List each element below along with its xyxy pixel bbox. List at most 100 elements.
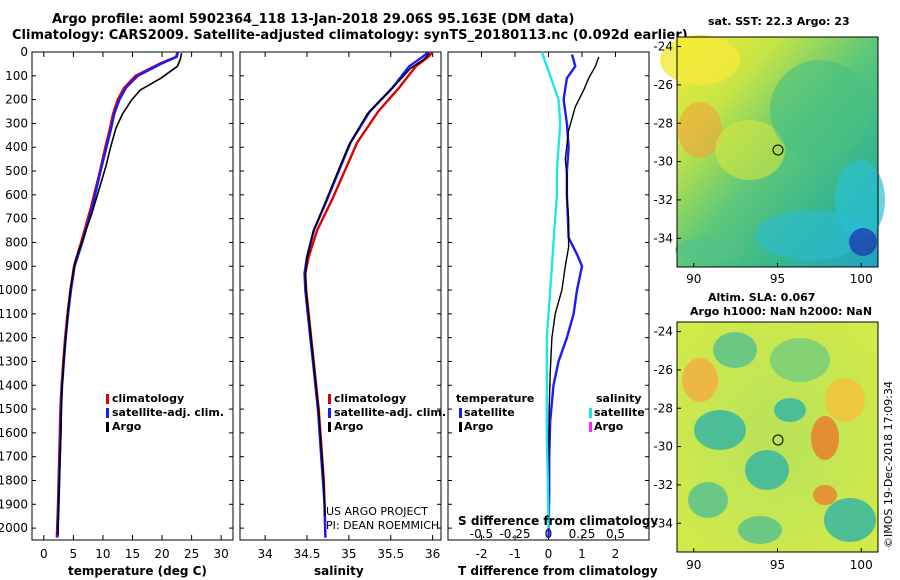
temp-legend-argo: Argo [112, 420, 142, 433]
depth-tick-1800: 1800 [0, 473, 28, 487]
temp-xtick-label-15: 15 [125, 547, 140, 561]
sla-argo-marker [772, 434, 784, 446]
depth-tick-1300: 1300 [0, 354, 28, 368]
map3-ytick-label--26: -26 [653, 78, 673, 92]
diff-legend-t-argo: Argo [464, 420, 494, 433]
salinity-xlabel: salinity [314, 564, 364, 578]
diff-legend-t-satellite: satellite [464, 406, 515, 419]
pi-credit: PI: DEAN ROEMMICH [326, 519, 440, 532]
temp-legend-swatch-sat [106, 408, 109, 418]
sdiff-xtick-label-0.25: 0.25 [569, 527, 596, 541]
s-difference-xlabel: S difference from climatology [458, 514, 659, 528]
depth-tick-500: 500 [5, 164, 28, 178]
tdiff-xtick-label--1: -1 [509, 547, 521, 561]
sdiff-xtick-label--0.5: -0.5 [470, 527, 493, 541]
depth-tick-400: 400 [5, 140, 28, 154]
project-credit: US ARGO PROJECT [326, 505, 428, 518]
temp-xtick-label-5: 5 [70, 547, 78, 561]
sal-legend-climatology: climatology [334, 392, 407, 405]
series-p1-argo [304, 52, 430, 517]
depth-tick-200: 200 [5, 93, 28, 107]
depth-tick-600: 600 [5, 188, 28, 202]
map3-xtick-label-95: 95 [770, 272, 785, 286]
map3-ytick-label--24: -24 [653, 40, 673, 54]
depth-tick-1500: 1500 [0, 402, 28, 416]
sal-xtick-label-34: 34 [257, 547, 272, 561]
diff-legend-salinity-title: salinity [596, 392, 642, 405]
map4-ytick-label--34: -34 [653, 516, 673, 530]
map3-ytick-label--34: -34 [653, 231, 673, 245]
temperature-xlabel: temperature (deg C) [68, 564, 207, 578]
temp-xtick-label-30: 30 [214, 547, 229, 561]
diff-legend-swatch-s-argo [589, 422, 592, 432]
sal-xtick-label-35.5: 35.5 [377, 547, 404, 561]
depth-tick-1900: 1900 [0, 497, 28, 511]
tdiff-xtick-label-2: 2 [612, 547, 620, 561]
depth-tick-900: 900 [5, 259, 28, 273]
depth-tick-100: 100 [5, 69, 28, 83]
map4-xtick-label-95: 95 [770, 558, 785, 572]
sal-xtick-label-35: 35 [341, 547, 356, 561]
sla-map-image [677, 322, 878, 552]
diff-legend-swatch-t-argo [459, 422, 462, 432]
series-p1-climatology [304, 51, 434, 538]
map3-xtick-label-100: 100 [850, 272, 873, 286]
sla-map-title: Altim. SLA: 0.067 [708, 291, 816, 304]
depth-tick-700: 700 [5, 212, 28, 226]
map4-ytick-label--28: -28 [653, 401, 673, 415]
depth-tick-1600: 1600 [0, 426, 28, 440]
map3-ytick-label--32: -32 [653, 193, 673, 207]
sst-argo-marker [772, 144, 784, 156]
diff-legend-swatch-s-sat [589, 408, 592, 418]
diff-legend-temperature-title: temperature [456, 392, 535, 405]
series-p2-t-argo [547, 56, 600, 505]
depth-tick-1400: 1400 [0, 378, 28, 392]
depth-tick-1200: 1200 [0, 331, 28, 345]
map3-xtick-label-90: 90 [686, 272, 701, 286]
temp-xtick-label-25: 25 [184, 547, 199, 561]
salinity-axes-frame [239, 51, 442, 541]
depth-tick-800: 800 [5, 235, 28, 249]
map3-ytick-label--30: -30 [653, 155, 673, 169]
map4-ytick-label--30: -30 [653, 440, 673, 454]
depth-tick-300: 300 [5, 116, 28, 130]
sdiff-xtick-label--0.25: -0.25 [499, 527, 530, 541]
tdiff-xtick-label-1: 1 [578, 547, 586, 561]
diff-legend-s-satellite: satellite [594, 406, 645, 419]
map4-ytick-label--26: -26 [653, 363, 673, 377]
temp-legend-climatology: climatology [112, 392, 185, 405]
map4-ytick-label--32: -32 [653, 478, 673, 492]
sal-legend-swatch-argo [328, 422, 331, 432]
sst-map-title: sat. SST: 22.3 Argo: 23 [708, 15, 850, 28]
map4-ytick-label--24: -24 [653, 325, 673, 339]
sal-legend-satellite: satellite-adj. clim. [334, 406, 447, 419]
sal-legend-argo: Argo [334, 420, 364, 433]
map4-xtick-label-100: 100 [850, 558, 873, 572]
series-p2-t-satellite [547, 54, 584, 538]
map4-xtick-label-90: 90 [686, 558, 701, 572]
sla-map-subtitle: Argo h1000: NaN h2000: NaN [690, 305, 873, 318]
title-line-1: Argo profile: aoml 5902364_118 13-Jan-20… [52, 12, 575, 27]
temperature-axes-frame [31, 51, 234, 541]
tdiff-xtick-label--2: -2 [476, 547, 488, 561]
temp-xtick-label-20: 20 [154, 547, 169, 561]
diff-legend-s-argo: Argo [594, 420, 624, 433]
temp-legend-swatch-argo [106, 422, 109, 432]
map3-ytick-label--28: -28 [653, 116, 673, 130]
depth-tick-1000: 1000 [0, 283, 28, 297]
sst-map-image [660, 35, 885, 267]
t-difference-xlabel: T difference from climatology [458, 564, 658, 578]
series-p2-s-satellite [540, 51, 562, 529]
imos-timestamp: ©IMOS 19-Dec-2018 17:09:34 [882, 381, 895, 548]
sdiff-xtick-label-0.5: 0.5 [606, 527, 625, 541]
depth-tick-2000: 2000 [0, 521, 28, 535]
temp-xtick-label-0: 0 [40, 547, 48, 561]
diff-legend-swatch-t-sat [459, 408, 462, 418]
depth-tick-0: 0 [20, 45, 28, 59]
tdiff-xtick-label-0: 0 [545, 547, 553, 561]
temp-xtick-label-10: 10 [95, 547, 110, 561]
sal-legend-swatch-clim [328, 394, 331, 404]
temp-legend-swatch-clim [106, 394, 109, 404]
depth-tick-1100: 1100 [0, 307, 28, 321]
